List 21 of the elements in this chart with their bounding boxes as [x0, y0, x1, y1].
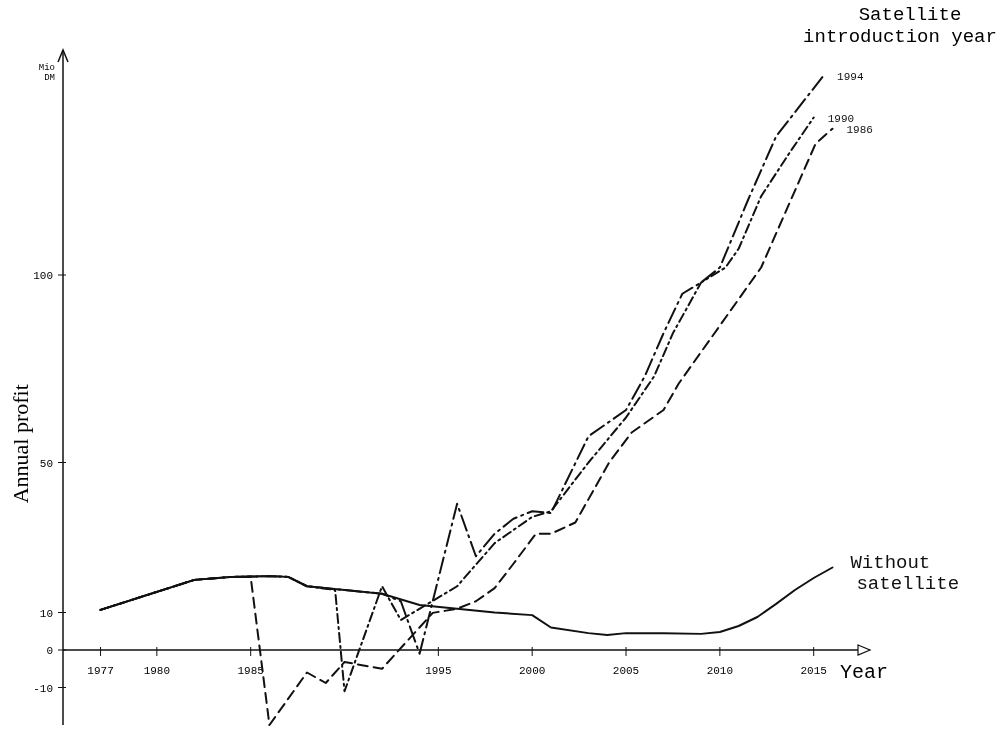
y-tick-label: 50 [39, 457, 53, 470]
y-tick-label: -10 [33, 682, 53, 695]
x-tick-label: 1977 [87, 665, 114, 677]
y-tick-label: 0 [46, 645, 53, 657]
x-tick-label: 2005 [612, 665, 640, 677]
series-label: 1986 [846, 123, 873, 136]
legend-title: Satellite introduction year [803, 4, 997, 48]
series-label: Without satellite [850, 551, 960, 595]
y-tick-label: 10 [39, 607, 53, 620]
y-axis-title: Annual profit [8, 384, 33, 504]
y-tick-label: 100 [33, 270, 53, 282]
x-tick-label: 2000 [518, 665, 546, 677]
x-tick-label: 1995 [425, 665, 452, 677]
x-tick-label: 1980 [143, 665, 171, 677]
x-tick-label: 2010 [706, 665, 734, 677]
text: Mio DM [38, 63, 55, 83]
x-tick-label: 2015 [800, 665, 827, 677]
x-tick-label: 1985 [237, 665, 264, 677]
x-axis-title: Year [840, 661, 889, 684]
series-label: 1990 [827, 112, 855, 125]
series-label: 1994 [837, 71, 864, 84]
